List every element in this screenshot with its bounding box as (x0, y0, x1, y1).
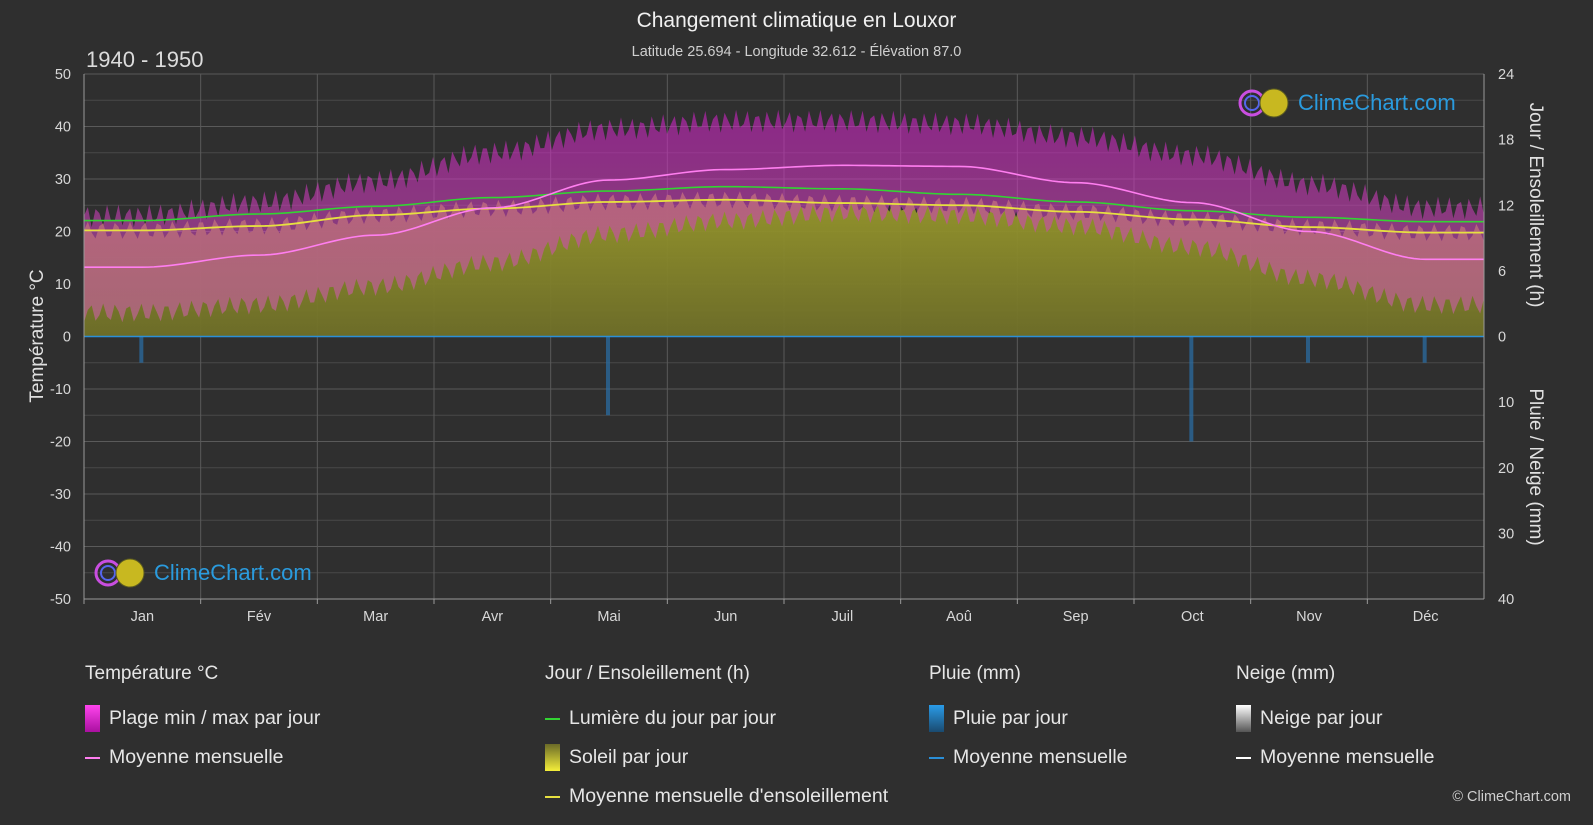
x-tick-month-label: Sep (1063, 609, 1089, 625)
legend-rain-daily-label: Pluie par jour (953, 707, 1068, 729)
legend-snow-mean: Moyenne mensuelle (1236, 738, 1435, 777)
y-tick-right-hours-label: 12 (1498, 198, 1514, 214)
legend-rain-mean: Moyenne mensuelle (929, 738, 1128, 777)
legend-sun-title: Jour / Ensoleillement (h) (545, 663, 750, 684)
y-axis-right-bottom-label: Pluie / Neige (mm) (1525, 388, 1546, 545)
y-axis-left-label: Température °C (27, 269, 48, 402)
y-tick-right-mm-label: 20 (1498, 461, 1514, 477)
legend-snow-daily: Neige par jour (1236, 699, 1435, 738)
x-tick-month-label: Juil (831, 609, 853, 625)
y-tick-left-label: -20 (50, 435, 71, 451)
chart-title: Changement climatique en Louxor (636, 9, 957, 32)
temp-range-swatch (85, 705, 100, 732)
temp-mean-line (84, 164, 1484, 268)
legend-rain-daily: Pluie par jour (929, 699, 1128, 738)
x-tick-month-label: Mar (363, 609, 388, 625)
legend-snow-title: Neige (mm) (1236, 663, 1336, 684)
x-tick-month-label: Déc (1413, 609, 1439, 625)
chart-subtitle: Latitude 25.694 - Longitude 32.612 - Élé… (631, 44, 962, 60)
rain-bar (1189, 336, 1194, 442)
temp-range-area (84, 109, 1484, 323)
y-tick-right-hours-label: 0 (1498, 330, 1506, 346)
legend-rain: Pluie (mm) Pluie par jour Moyenne mensue… (929, 663, 1128, 777)
logo-text: ClimeChart.com (1298, 90, 1456, 115)
logo-text: ClimeChart.com (154, 560, 312, 585)
x-tick-month-label: Jun (714, 609, 737, 625)
y-tick-right-mm-label: 30 (1498, 526, 1514, 542)
legend-daylight-label: Lumière du jour par jour (569, 707, 777, 729)
copyright: © ClimeChart.com (1452, 789, 1571, 805)
y-tick-right-hours-label: 18 (1498, 133, 1514, 149)
legend-sunshine-mean-label: Moyenne mensuelle d'ensoleillement (569, 785, 889, 807)
y-tick-left-label: 40 (55, 120, 71, 136)
y-tick-right-mm-label: 40 (1498, 592, 1514, 608)
logo-bottom[interactable]: ClimeChart.com (94, 557, 312, 589)
climechart-logo-icon (94, 558, 145, 588)
logo-top[interactable]: ClimeChart.com (1238, 87, 1456, 119)
rain-mean-swatch (929, 756, 944, 759)
legend-snow: Neige (mm) Neige par jour Moyenne mensue… (1236, 663, 1435, 777)
sunshine-swatch (545, 744, 560, 771)
y-tick-left-label: 30 (55, 172, 71, 188)
legend-rain-title: Pluie (mm) (929, 663, 1021, 684)
y-tick-left-label: -50 (50, 592, 71, 608)
y-tick-right-hours-label: 6 (1498, 264, 1506, 280)
rain-bar (606, 336, 610, 416)
y-tick-right-mm-label: 10 (1498, 395, 1514, 411)
y-tick-left-label: -30 (50, 487, 71, 503)
x-tick-month-label: Fév (247, 609, 272, 625)
x-tick-month-label: Nov (1296, 609, 1323, 625)
y-tick-left-label: 0 (63, 330, 71, 346)
legend-sun: Jour / Ensoleillement (h) Lumière du jou… (545, 663, 888, 816)
rain-bar (1422, 336, 1427, 363)
snow-swatch (1236, 705, 1251, 732)
legend-temp-range-label: Plage min / max par jour (109, 707, 321, 729)
legend-temperature-title: Température °C (85, 663, 219, 684)
x-tick-month-label: Aoû (946, 609, 972, 625)
legend-snow-daily-label: Neige par jour (1260, 707, 1383, 729)
y-tick-left-label: 20 (55, 225, 71, 241)
period-label: 1940 - 1950 (86, 47, 204, 72)
legend-sunshine-label: Soleil par jour (569, 746, 689, 768)
x-tick-month-label: Mai (597, 609, 620, 625)
legend-temp-mean: Moyenne mensuelle (85, 738, 320, 777)
y-tick-left-label: -10 (50, 382, 71, 398)
chart-lines (84, 164, 1484, 338)
y-axis-right-top-label: Jour / Ensoleillement (h) (1525, 103, 1546, 308)
legend-temp-range: Plage min / max par jour (85, 699, 320, 738)
legend-temp-mean-label: Moyenne mensuelle (109, 746, 284, 768)
daylight-line (84, 185, 1484, 223)
climechart-logo-icon (1238, 88, 1289, 118)
x-tick-month-label: Avr (482, 609, 504, 625)
x-tick-month-label: Oct (1181, 609, 1204, 625)
daylight-swatch (545, 717, 560, 720)
legend-sunshine-mean: Moyenne mensuelle d'ensoleillement (545, 777, 888, 816)
y-tick-left-label: -40 (50, 540, 71, 556)
legend-sunshine: Soleil par jour (545, 738, 888, 777)
rain-bar (139, 336, 144, 363)
y-tick-left-label: 10 (55, 277, 71, 293)
legend-temperature: Température °C Plage min / max par jour … (85, 663, 320, 777)
snow-mean-swatch (1236, 756, 1251, 759)
legend-snow-mean-label: Moyenne mensuelle (1260, 746, 1435, 768)
temp-mean-swatch (85, 756, 100, 759)
rain-bar (1306, 336, 1310, 363)
chart-areas (84, 109, 1484, 442)
legend-daylight: Lumière du jour par jour (545, 699, 888, 738)
y-tick-left-label: 50 (55, 67, 71, 83)
y-tick-right-hours-label: 24 (1498, 67, 1514, 83)
sunshine-mean-line (84, 198, 1484, 234)
axes: 50 40 30 20 10 0 -10 -20 -30 -40 -50 24 18 12 6 0 10 20 30… (50, 67, 1514, 625)
sunshine-mean-swatch (545, 795, 560, 798)
rain-swatch (929, 705, 944, 732)
legend-rain-mean-label: Moyenne mensuelle (953, 746, 1128, 768)
x-tick-month-label: Jan (131, 609, 154, 625)
